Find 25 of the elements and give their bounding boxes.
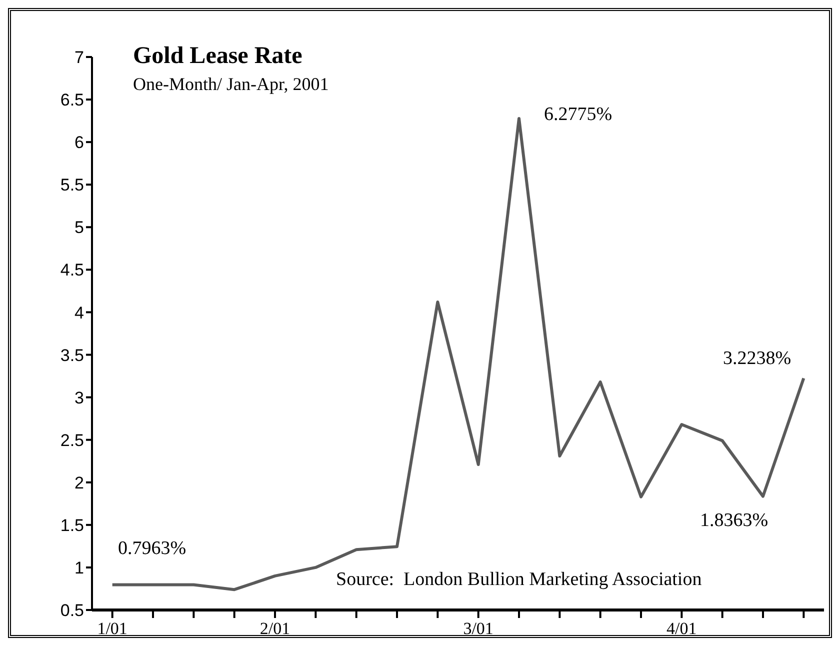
y-tick-label: 2 [74,473,84,492]
annotation: 1.8363% [700,510,768,531]
y-tick-label: 5 [74,218,84,238]
y-tick-label: 0.5 [60,601,84,620]
annotation: 3.2238% [723,348,792,369]
x-tick-label: 1/01 [97,619,128,638]
y-tick-label: 4 [74,303,84,322]
y-tick-label: 5.5 [60,176,84,195]
annotation: Source: London Bullion Marketing Association [336,569,702,590]
y-tick-label: 4.5 [60,260,84,280]
annotation: 0.7963% [118,538,186,559]
text: One-Month/ Jan-Apr, 2001 [133,74,329,95]
x-tick-label: 3/01 [463,619,494,638]
annotation: 6.2775% [544,104,612,125]
x-tick-label: 4/01 [666,619,697,638]
y-tick-label: 2.5 [60,430,84,450]
y-tick-label: 3.5 [60,346,84,365]
y-tick-label: 1.5 [60,516,84,535]
chart-title: Gold Lease Rate [133,43,302,70]
y-tick-label: 1 [74,558,84,578]
y-tick-label: 7 [74,48,84,68]
y-tick-label: 3 [74,388,84,408]
x-tick-label: 2/01 [260,619,290,638]
y-tick-label: 6 [74,133,84,152]
y-tick-label: 6.5 [60,90,84,110]
